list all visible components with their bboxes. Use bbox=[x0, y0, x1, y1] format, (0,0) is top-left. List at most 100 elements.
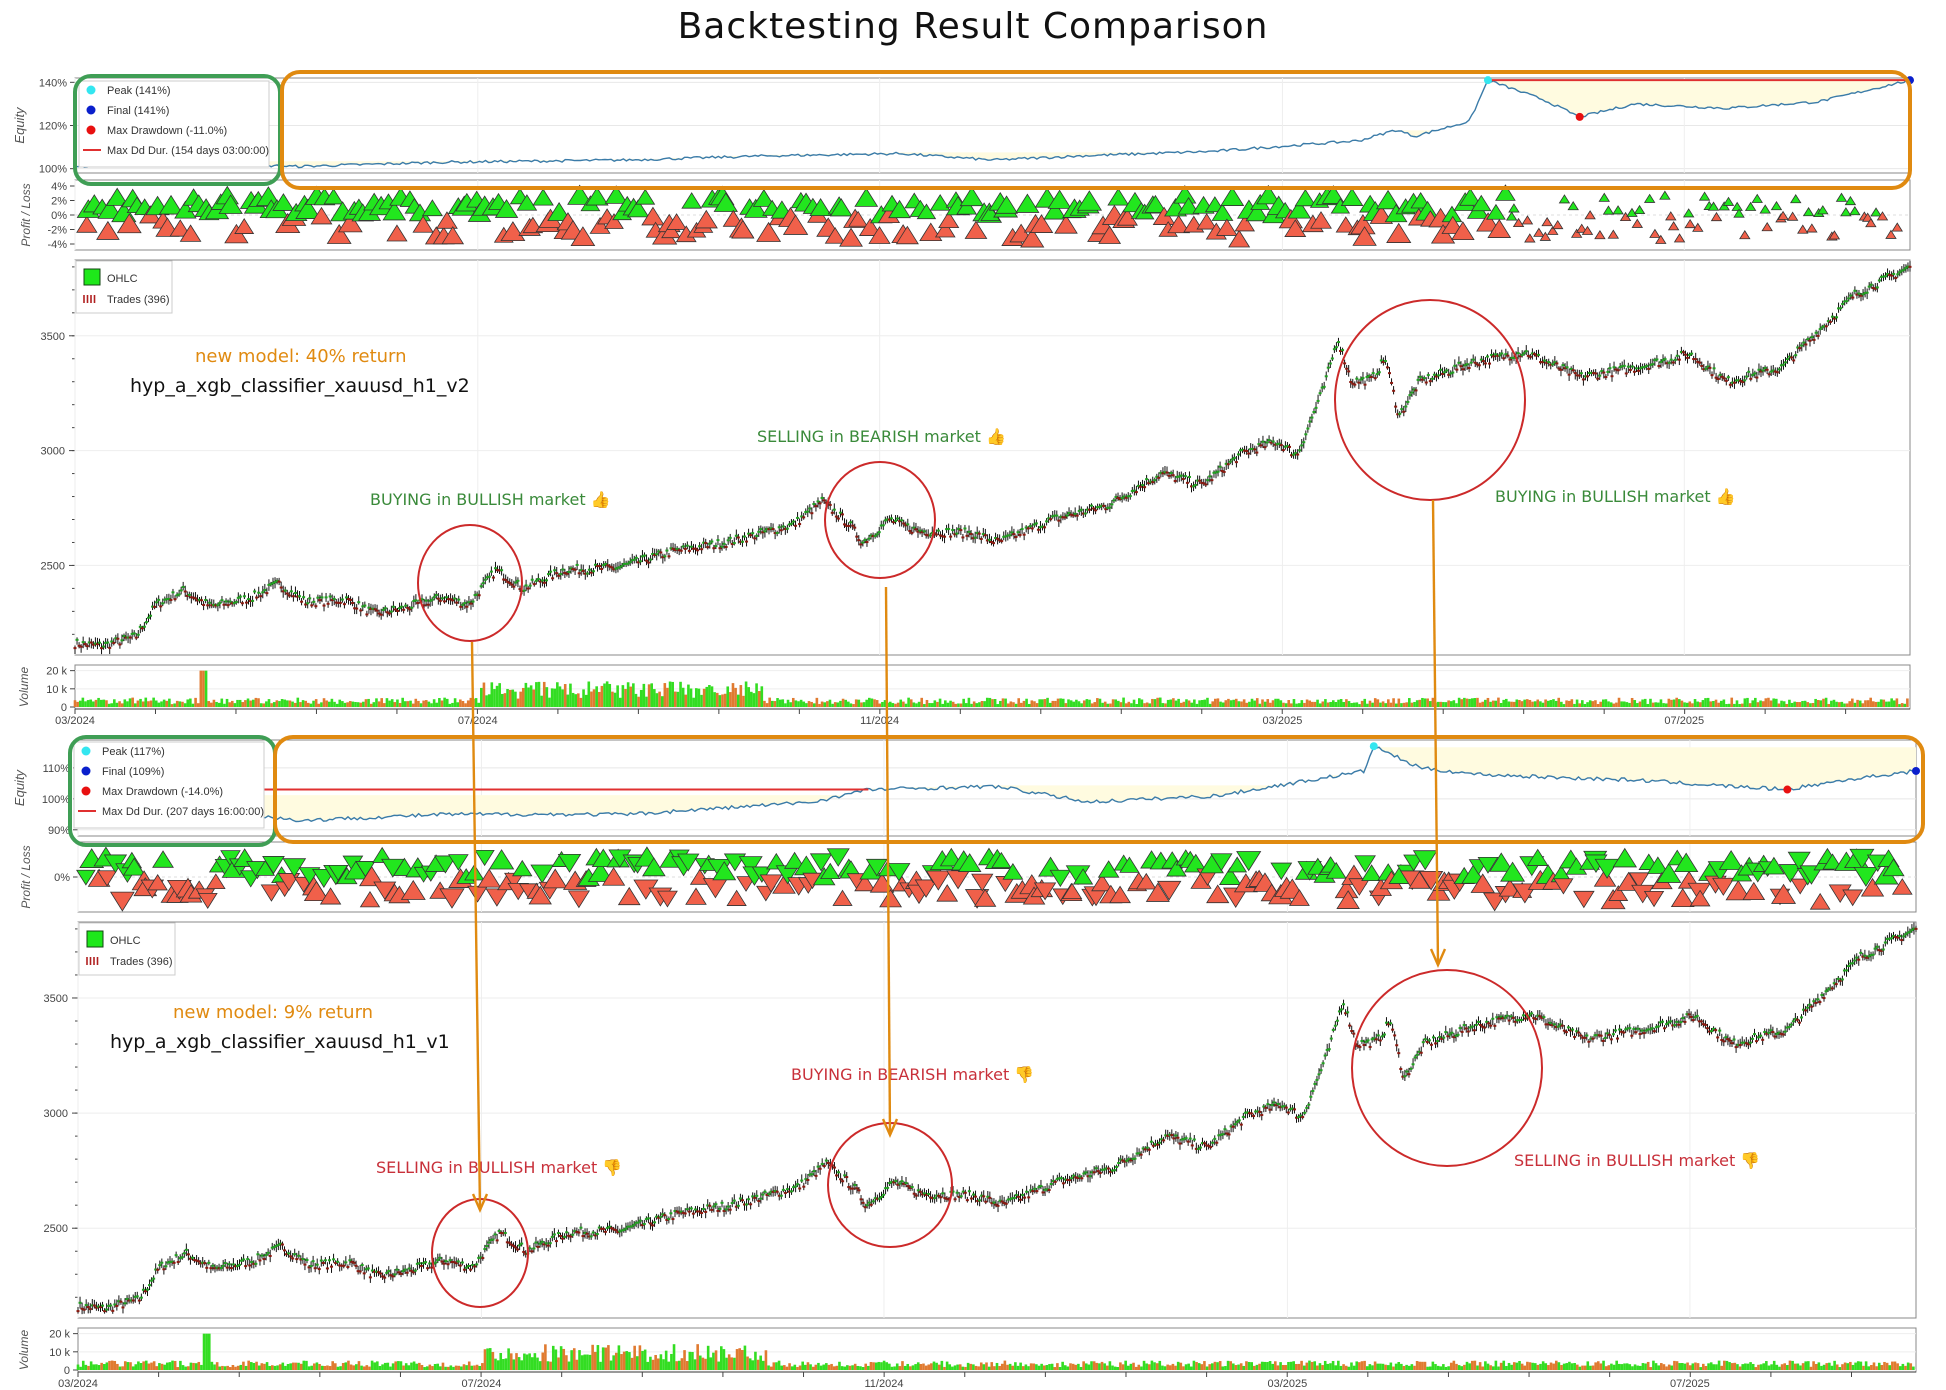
equity-panel: 110% 100% 90% Equity Peak (117%) Final (109%)… bbox=[12, 739, 1920, 837]
svg-text:-4%: -4% bbox=[47, 239, 67, 251]
equity-ylabel: Equity bbox=[12, 106, 27, 144]
price-ytick: 3000 bbox=[44, 1108, 68, 1120]
equity-panel: 140% 120% 100% Equity Peak (141%) Final (141%… bbox=[12, 76, 1914, 176]
x-tick-label: 03/2025 bbox=[1268, 1378, 1308, 1390]
arrow-head-icon bbox=[881, 1118, 899, 1138]
svg-text:10 k: 10 k bbox=[46, 684, 67, 696]
volume-ylabel: Volume bbox=[17, 1330, 31, 1371]
equity-ytick: 100% bbox=[39, 164, 67, 176]
max-drawdown-marker bbox=[1575, 112, 1584, 121]
equity-ytick: 90% bbox=[48, 825, 70, 837]
equity-ytick: 100% bbox=[42, 794, 70, 806]
legend-final: Final (109%) bbox=[102, 766, 164, 778]
price-ytick: 3500 bbox=[41, 331, 65, 343]
model-return-label: new model: 40% return bbox=[195, 346, 407, 367]
x-tick-label: 03/2025 bbox=[1263, 715, 1303, 727]
svg-text:0%: 0% bbox=[54, 872, 70, 884]
price-legend: OHLC Trades (396) bbox=[75, 260, 173, 314]
equity-highlight-box bbox=[273, 735, 1925, 844]
volume-panel: 20 k 10 k 0 Volume bbox=[17, 664, 1911, 714]
legend-final: Final (141%) bbox=[107, 105, 169, 117]
profit-loss-panel: 4% 2% 0% -2% -4% Profit / Loss bbox=[19, 179, 1911, 251]
equity-ytick: 110% bbox=[43, 763, 71, 775]
x-tick-label: 07/2024 bbox=[458, 715, 498, 727]
comparison-arrow bbox=[884, 586, 892, 1136]
svg-text:-2%: -2% bbox=[47, 225, 67, 237]
price-legend: OHLC Trades (396) bbox=[78, 922, 176, 976]
backtest-panel-v2: 140% 120% 100% Equity Peak (141%) Final (141%… bbox=[12, 70, 1914, 727]
model-name-label: hyp_a_xgb_classifier_xauusd_h1_v2 bbox=[130, 375, 470, 397]
highlight-circle bbox=[824, 461, 936, 579]
legend-peak: Peak (117%) bbox=[102, 746, 165, 758]
equity-ylabel: Equity bbox=[12, 768, 27, 806]
thumbs-up-icon: 👍 bbox=[591, 490, 611, 509]
figure-title: Backtesting Result Comparison bbox=[677, 6, 1269, 47]
max-drawdown-marker bbox=[1783, 785, 1792, 794]
svg-text:0%: 0% bbox=[51, 210, 67, 222]
price-ytick: 2500 bbox=[41, 560, 65, 572]
comparison-arrow bbox=[470, 641, 482, 1211]
legend-max-drawdown: Max Drawdown (-11.0%) bbox=[107, 125, 227, 137]
x-tick-label: 03/2024 bbox=[55, 715, 95, 727]
legend-max-dd-duration: Max Dd Dur. (154 days 03:00:00) bbox=[107, 145, 269, 157]
equity-line bbox=[74, 78, 1911, 169]
backtest-panel-v1: 110% 100% 90% Equity Peak (117%) Final (109%)… bbox=[12, 735, 1925, 1390]
legend-peak: Peak (141%) bbox=[107, 85, 171, 97]
model-name-label: hyp_a_xgb_classifier_xauusd_h1_v1 bbox=[110, 1031, 450, 1053]
x-tick-label: 03/2024 bbox=[58, 1378, 98, 1390]
profit-loss-ylabel: Profit / Loss bbox=[19, 183, 33, 246]
svg-text:4%: 4% bbox=[51, 181, 67, 193]
x-tick-label: 11/2024 bbox=[860, 715, 899, 727]
profit-loss-panel: 0% Profit / Loss bbox=[19, 841, 1917, 913]
equity-ytick: 120% bbox=[39, 121, 67, 133]
thumbs-up-icon: 👍 bbox=[986, 427, 1006, 446]
equity-highlight-box bbox=[280, 70, 1912, 190]
annotation-good: SELLING in BEARISH market 👍 bbox=[757, 427, 1006, 446]
equity-legend: Peak (117%) Final (109%) Max Drawdown (-14… bbox=[73, 741, 265, 829]
price-ytick: 2500 bbox=[44, 1223, 68, 1235]
annotation-bad: BUYING in BEARISH market 👎 bbox=[791, 1065, 1034, 1084]
price-ytick: 3000 bbox=[41, 446, 65, 458]
peak-marker bbox=[1369, 742, 1378, 751]
arrow-head-icon bbox=[1429, 948, 1447, 968]
highlight-circle bbox=[417, 524, 523, 642]
legend-ohlc: OHLC bbox=[107, 273, 138, 285]
svg-text:20 k: 20 k bbox=[46, 666, 67, 678]
equity-ytick: 140% bbox=[39, 77, 67, 89]
x-tick-label: 11/2024 bbox=[864, 1378, 903, 1390]
price-panel: 3500 3000 2500 OHLC Trades (396) new model: 4… bbox=[41, 259, 1912, 656]
comparison-arrow bbox=[1431, 499, 1440, 966]
price-panel: 3500 3000 2500 OHLC Trades (396) new model: 9… bbox=[44, 921, 1918, 1319]
volume-ylabel: Volume bbox=[17, 667, 31, 708]
thumbs-down-icon: 👎 bbox=[1014, 1065, 1034, 1084]
price-ytick: 3500 bbox=[44, 993, 68, 1005]
annotation-bad: SELLING in BULLISH market 👎 bbox=[1514, 1151, 1760, 1170]
svg-text:0: 0 bbox=[61, 702, 67, 714]
x-tick-label: 07/2025 bbox=[1670, 1378, 1710, 1390]
legend-trades: Trades (396) bbox=[110, 956, 173, 968]
peak-marker bbox=[1483, 76, 1492, 85]
legend-max-dd-duration: Max Dd Dur. (207 days 16:00:00) bbox=[102, 806, 264, 818]
legend-max-drawdown: Max Drawdown (-14.0%) bbox=[102, 786, 223, 798]
thumbs-up-icon: 👍 bbox=[1716, 487, 1736, 506]
model-return-label: new model: 9% return bbox=[173, 1002, 373, 1023]
equity-legend: Peak (141%) Final (141%) Max Drawdown (-11… bbox=[78, 80, 270, 168]
final-marker bbox=[1912, 766, 1920, 775]
thumbs-down-icon: 👎 bbox=[1740, 1151, 1760, 1170]
svg-text:2%: 2% bbox=[51, 196, 67, 208]
arrow-head-icon bbox=[471, 1193, 489, 1213]
x-axis: 03/2024 07/2024 11/2024 03/2025 07/2025 bbox=[55, 708, 1910, 727]
annotation-good: BUYING in BULLISH market 👍 bbox=[1495, 487, 1736, 506]
x-axis: 03/2024 07/2024 11/2024 03/2025 07/2025 bbox=[58, 1371, 1916, 1390]
annotation-good: BUYING in BULLISH market 👍 bbox=[370, 490, 611, 509]
profit-loss-ylabel: Profit / Loss bbox=[19, 845, 33, 908]
comparison-arrows bbox=[470, 499, 1447, 1213]
legend-ohlc: OHLC bbox=[110, 935, 141, 947]
x-tick-label: 07/2025 bbox=[1664, 715, 1704, 727]
highlight-circle bbox=[1351, 969, 1543, 1167]
annotation-bad: SELLING in BULLISH market 👎 bbox=[376, 1158, 622, 1177]
highlight-circle bbox=[1334, 299, 1526, 501]
